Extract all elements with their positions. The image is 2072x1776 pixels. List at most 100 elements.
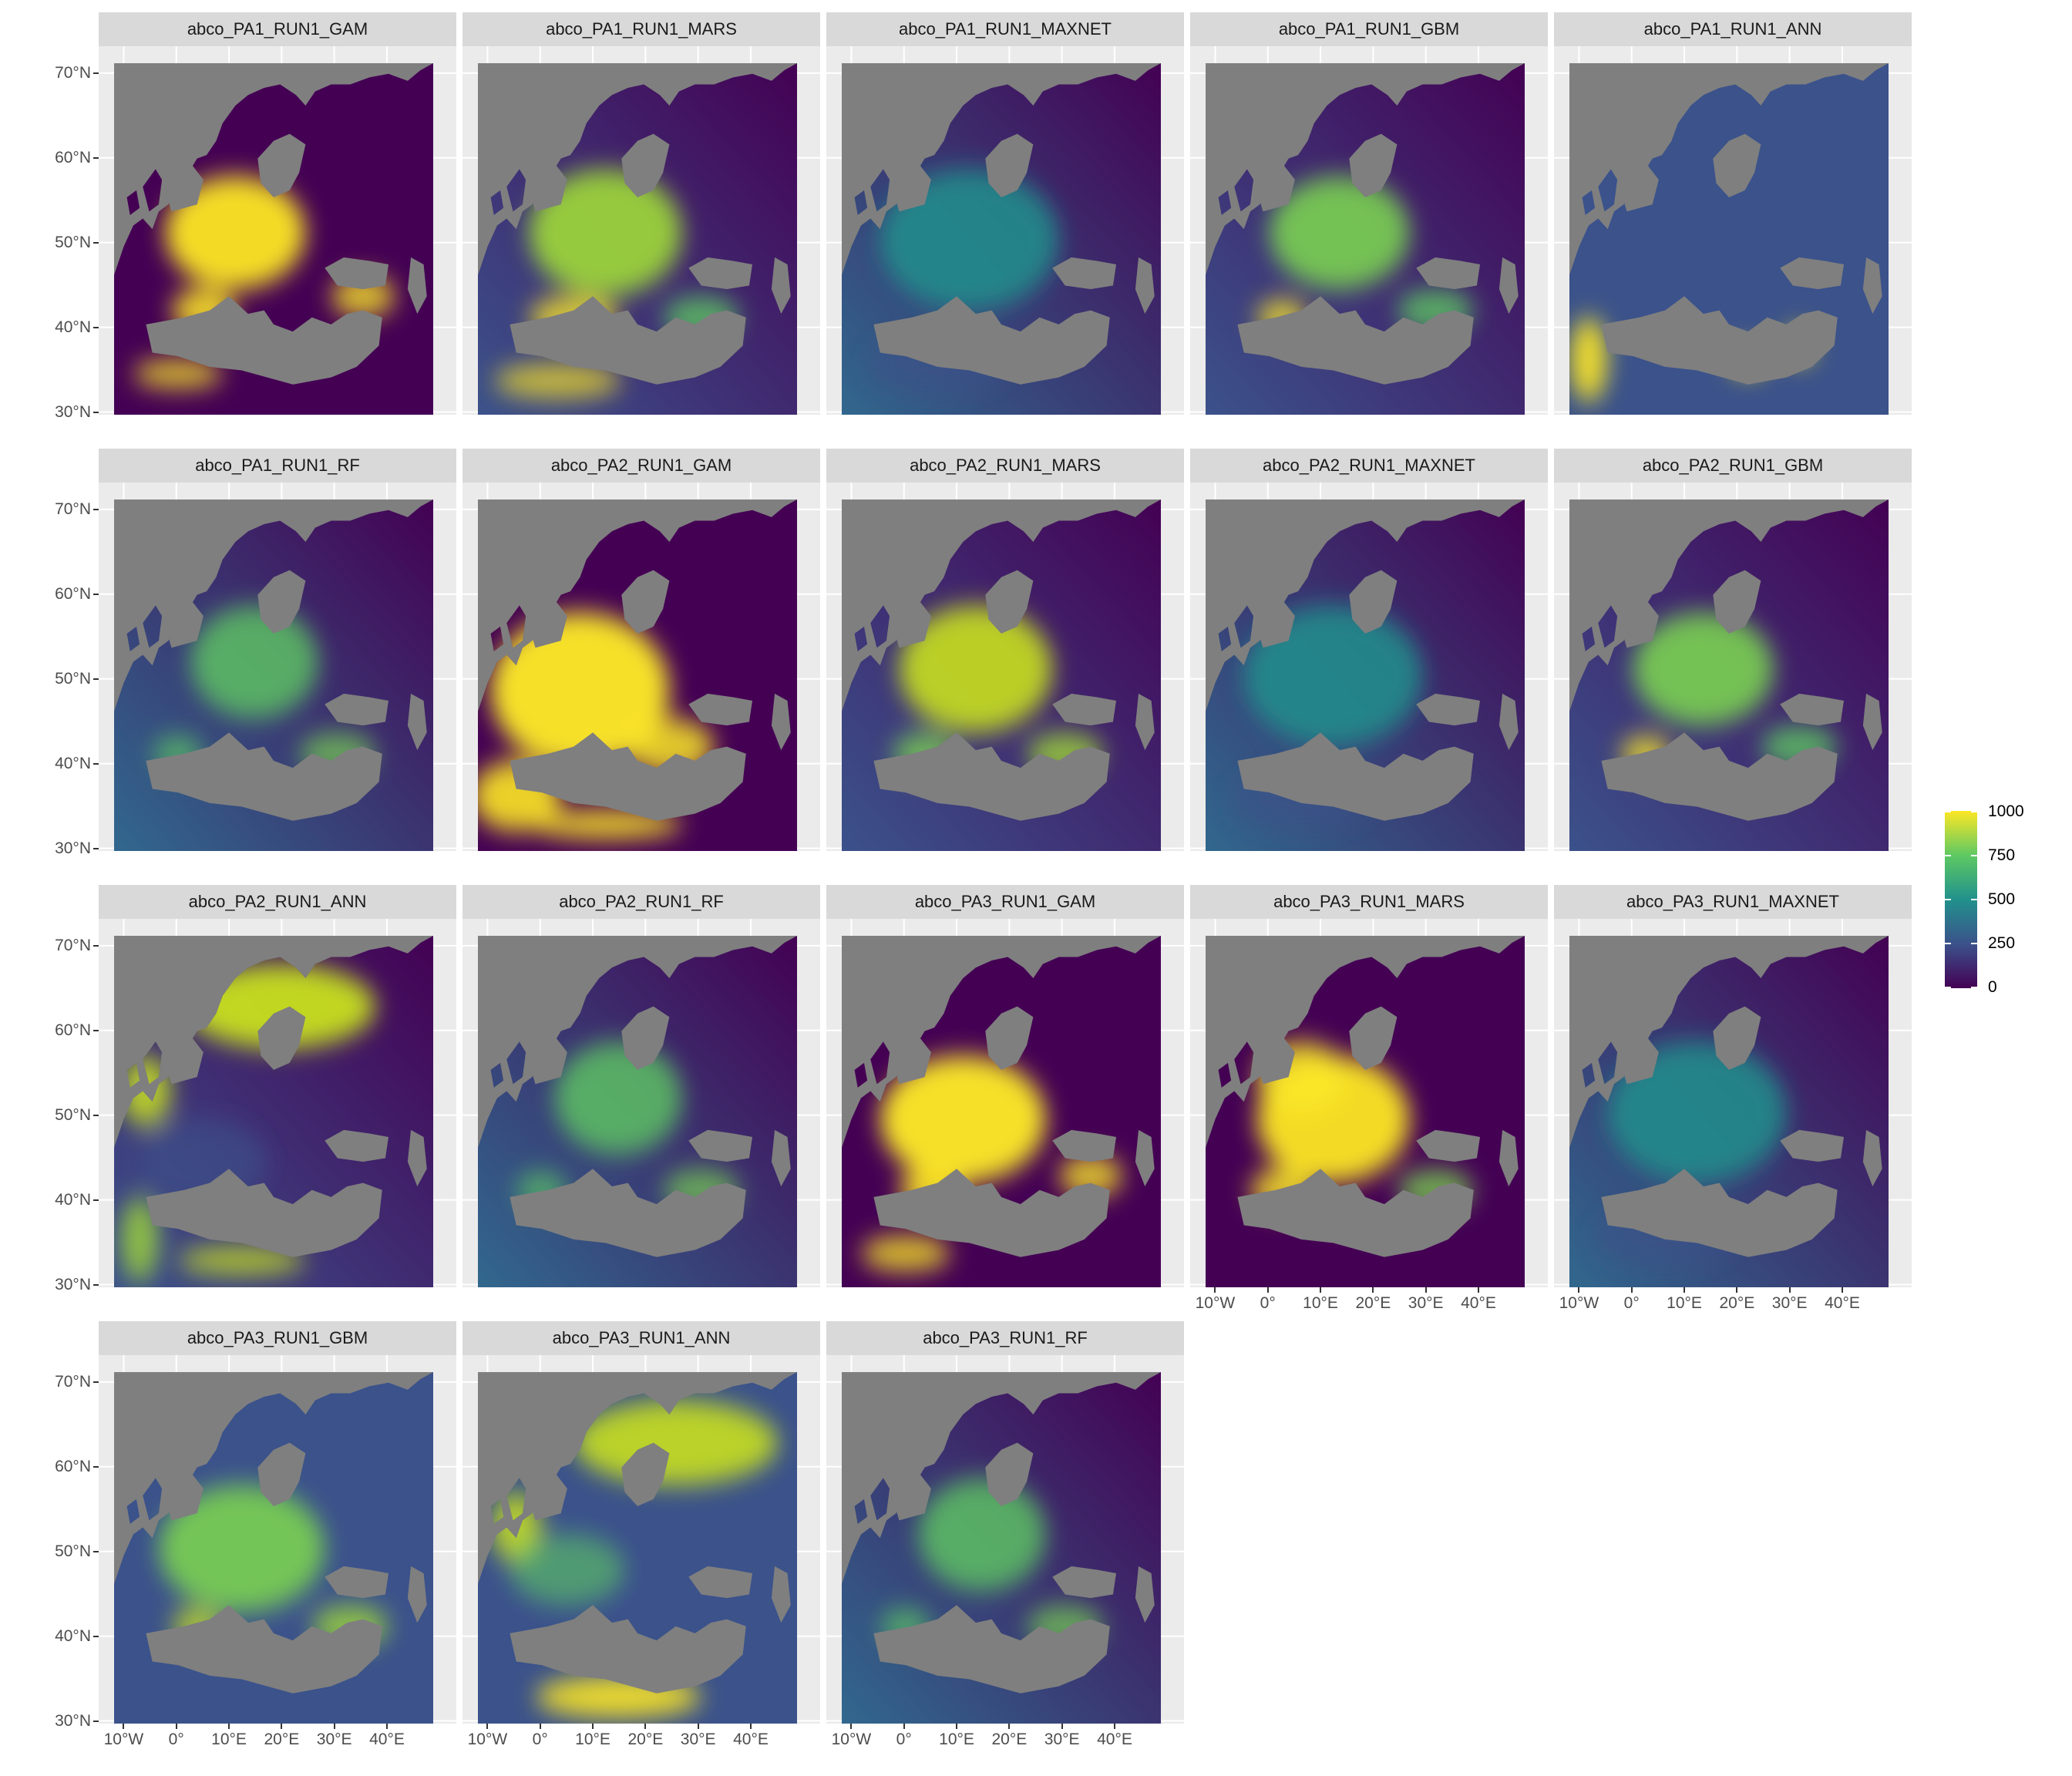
x-tick-label: 0° <box>1623 1294 1640 1312</box>
legend-label-0: 0 <box>1988 978 1997 996</box>
y-tick <box>93 411 99 413</box>
x-tick <box>385 1724 388 1729</box>
x-tick <box>592 1724 594 1729</box>
x-tick <box>850 1724 853 1729</box>
x-tick <box>1841 1287 1843 1293</box>
y-tick <box>93 847 99 849</box>
y-tick <box>93 762 99 765</box>
x-tick <box>749 1724 752 1729</box>
y-tick-label: 70°N <box>55 1372 91 1391</box>
x-tick <box>539 1724 541 1729</box>
x-tick-label: 10°W <box>467 1731 508 1748</box>
x-tick-label: 30°E <box>1771 1294 1808 1312</box>
plot-area <box>1190 483 1548 851</box>
y-tick <box>93 156 99 159</box>
y-tick-label: 30°N <box>55 1275 91 1293</box>
map-panel: abco_PA3_RUN1_RF 10°W 0° 10°E 20°E 30°E 40°E <box>826 1321 1184 1748</box>
x-tick-label: 20°E <box>1719 1294 1755 1312</box>
y-tick <box>93 1029 99 1031</box>
x-tick <box>644 1724 647 1729</box>
panel-title: abco_PA3_RUN1_RF <box>826 1321 1184 1355</box>
y-tick <box>93 944 99 947</box>
x-tick-label: 10°E <box>211 1731 247 1748</box>
map-panel: abco_PA1_RUN1_RF 70°N 60°N 50°N 40°N 30°N <box>55 449 456 857</box>
map-panel: abco_PA3_RUN1_GAM <box>826 885 1184 1287</box>
x-tick <box>1214 1287 1216 1293</box>
x-tick-label: 10°W <box>1195 1294 1236 1312</box>
panel-title: abco_PA2_RUN1_MAXNET <box>1190 449 1548 483</box>
map-raster <box>462 919 820 1287</box>
map-panel: abco_PA3_RUN1_ANN 10°W 0° 10°E 20°E 30°E 40°E <box>462 1321 820 1748</box>
x-tick-label: 10°E <box>575 1731 610 1748</box>
map-raster <box>1554 919 1912 1287</box>
map-raster <box>1554 483 1912 851</box>
y-tick <box>93 1635 99 1637</box>
map-raster <box>826 1355 1184 1724</box>
y-tick-label: 60°N <box>55 148 91 166</box>
x-tick-label: 10°E <box>939 1731 974 1748</box>
x-tick <box>1320 1287 1322 1293</box>
y-tick <box>93 1199 99 1201</box>
y-tick-label: 50°N <box>55 669 91 688</box>
y-tick-label: 60°N <box>55 1021 91 1039</box>
x-tick-label: 20°E <box>991 1731 1028 1748</box>
x-tick-label: 20°E <box>1355 1294 1391 1312</box>
x-tick-label: 40°E <box>1825 1294 1860 1312</box>
map-raster <box>99 483 456 851</box>
x-tick-label: 10°W <box>1559 1294 1599 1312</box>
y-tick <box>93 72 99 74</box>
panel-title: abco_PA2_RUN1_RF <box>462 885 820 919</box>
y-tick-label: 40°N <box>55 1626 91 1645</box>
plot-area <box>826 483 1184 851</box>
map-raster <box>99 1355 456 1724</box>
y-tick <box>93 1283 99 1286</box>
plot-area <box>462 1355 820 1724</box>
x-tick <box>1736 1287 1738 1293</box>
y-tick-label: 30°N <box>55 1711 91 1730</box>
y-tick-label: 40°N <box>55 1190 91 1209</box>
plot-area <box>826 1355 1184 1724</box>
plot-area <box>1190 919 1548 1287</box>
map-raster <box>826 46 1184 415</box>
x-tick <box>486 1724 489 1729</box>
map-raster <box>462 1355 820 1724</box>
plot-area <box>99 483 456 851</box>
x-tick <box>1477 1287 1479 1293</box>
x-tick <box>281 1724 283 1729</box>
panel-title: abco_PA1_RUN1_MAXNET <box>826 12 1184 46</box>
x-tick-label: 0° <box>1260 1294 1276 1312</box>
x-tick-label: 40°E <box>369 1731 405 1748</box>
x-tick-label: 10°W <box>831 1731 872 1748</box>
y-tick-label: 30°N <box>55 839 91 857</box>
map-panel: abco_PA3_RUN1_GBM 70°N 60°N 50°N 40°N 30°N 10°… <box>55 1321 456 1748</box>
y-tick <box>93 1550 99 1552</box>
panel-title: abco_PA3_RUN1_MAXNET <box>1554 885 1912 919</box>
legend-label-500: 500 <box>1988 890 2016 908</box>
y-tick <box>93 1114 99 1116</box>
x-tick <box>903 1724 905 1729</box>
x-tick-label: 0° <box>168 1731 184 1748</box>
x-tick <box>697 1724 699 1729</box>
legend-label-750: 750 <box>1988 846 2016 864</box>
map-panel: abco_PA2_RUN1_ANN 70°N 60°N 50°N 40°N 30°N <box>55 885 456 1293</box>
x-tick <box>333 1724 335 1729</box>
map-panel: abco_PA2_RUN1_RF <box>462 885 820 1287</box>
map-raster <box>826 919 1184 1287</box>
panel-title: abco_PA1_RUN1_GAM <box>99 12 456 46</box>
x-tick-label: 30°E <box>1408 1294 1444 1312</box>
map-raster <box>99 46 456 415</box>
y-tick <box>93 241 99 244</box>
map-panel: abco_PA3_RUN1_MAXNET 10°W 0° 10°E 20°E 30°E 40… <box>1554 885 1912 1312</box>
x-tick-label: 10°E <box>1303 1294 1338 1312</box>
map-raster <box>99 919 456 1287</box>
x-tick-label: 10°W <box>103 1731 144 1748</box>
map-panel: abco_PA3_RUN1_MARS 10°W 0° 10°E 20°E 30°E 40°E <box>1190 885 1548 1312</box>
x-tick-label: 40°E <box>733 1731 769 1748</box>
plot-area <box>1554 46 1912 415</box>
panel-title: abco_PA3_RUN1_MARS <box>1190 885 1548 919</box>
panel-title: abco_PA2_RUN1_GBM <box>1554 449 1912 483</box>
x-tick <box>1113 1724 1115 1729</box>
panel-title: abco_PA1_RUN1_ANN <box>1554 12 1912 46</box>
plot-area <box>462 919 820 1287</box>
